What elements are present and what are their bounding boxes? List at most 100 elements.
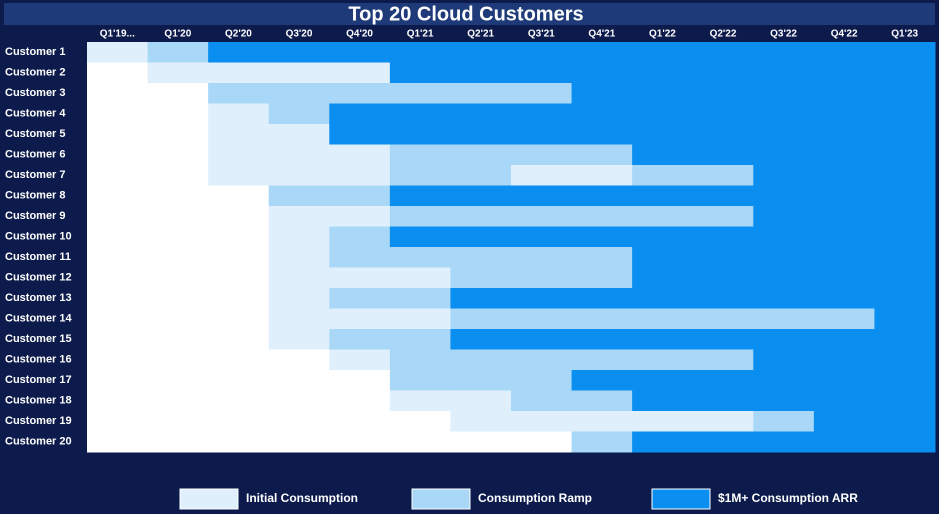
cell	[571, 103, 633, 125]
cell	[571, 267, 633, 289]
cell	[208, 165, 270, 186]
cell	[753, 185, 815, 207]
cell	[147, 390, 209, 412]
cell	[329, 124, 391, 145]
cell	[874, 267, 936, 289]
cell	[813, 349, 875, 371]
x-tick-label: Q3'21	[528, 29, 555, 40]
cell	[268, 390, 330, 412]
cell	[147, 431, 209, 453]
cell	[692, 103, 754, 125]
cell	[450, 226, 512, 248]
cell	[813, 144, 875, 166]
cell	[753, 247, 815, 268]
cell	[511, 431, 573, 453]
cell	[147, 206, 209, 227]
cell	[571, 431, 633, 453]
cell	[753, 370, 815, 391]
cell	[571, 144, 633, 166]
cell	[874, 390, 936, 412]
cell	[813, 206, 875, 227]
cell	[511, 124, 573, 145]
y-tick-label: Customer 6	[5, 149, 66, 161]
cell	[450, 206, 512, 227]
cell	[87, 42, 149, 63]
cell	[450, 144, 512, 166]
cell	[450, 308, 512, 330]
x-tick-label: Q1'23	[891, 29, 918, 40]
cell	[389, 206, 451, 227]
cell	[268, 370, 330, 391]
cell	[571, 308, 633, 330]
cell	[753, 83, 815, 104]
cell	[692, 349, 754, 371]
cell	[329, 83, 391, 104]
cell	[632, 124, 694, 145]
cell	[450, 349, 512, 371]
cell	[753, 431, 815, 453]
cell	[147, 370, 209, 391]
cell	[632, 308, 694, 330]
cell	[632, 165, 694, 186]
cell	[632, 62, 694, 84]
cell	[450, 370, 512, 391]
cell	[87, 308, 149, 330]
cell	[874, 349, 936, 371]
cell	[571, 165, 633, 186]
cell	[87, 329, 149, 350]
cell	[753, 206, 815, 227]
cell	[450, 329, 512, 350]
cell	[450, 267, 512, 289]
cell	[268, 329, 330, 350]
cell	[87, 103, 149, 125]
cell	[571, 226, 633, 248]
cell	[571, 288, 633, 309]
cell	[874, 185, 936, 207]
cell	[813, 267, 875, 289]
cell	[208, 267, 270, 289]
cell	[87, 165, 149, 186]
cell	[268, 83, 330, 104]
cell	[874, 411, 936, 432]
cell	[208, 411, 270, 432]
x-tick-label: Q1'19...	[100, 29, 135, 40]
cell	[511, 390, 573, 412]
cell	[147, 308, 209, 330]
cell	[874, 329, 936, 350]
cell	[208, 124, 270, 145]
cell	[813, 247, 875, 268]
cell	[147, 42, 209, 63]
y-tick-label: Customer 16	[5, 354, 72, 366]
cell	[208, 329, 270, 350]
cell	[147, 185, 209, 207]
cell	[208, 42, 270, 63]
y-tick-label: Customer 15	[5, 333, 72, 345]
cell	[268, 42, 330, 63]
cell	[813, 370, 875, 391]
cell	[208, 308, 270, 330]
cell	[692, 431, 754, 453]
y-tick-label: Customer 9	[5, 210, 66, 222]
cell	[147, 247, 209, 268]
cell	[87, 267, 149, 289]
cell	[753, 144, 815, 166]
y-tick-label: Customer 18	[5, 395, 72, 407]
cell	[813, 288, 875, 309]
cell	[389, 267, 451, 289]
cell	[389, 431, 451, 453]
cell	[329, 144, 391, 166]
cell	[208, 247, 270, 268]
x-tick-label: Q1'20	[164, 29, 191, 40]
y-tick-label: Customer 7	[5, 169, 66, 181]
cell	[450, 83, 512, 104]
cell	[389, 103, 451, 125]
cell	[632, 349, 694, 371]
cell	[753, 390, 815, 412]
cell	[389, 308, 451, 330]
cell	[692, 83, 754, 104]
y-tick-label: Customer 1	[5, 46, 66, 58]
cell	[632, 206, 694, 227]
cell	[874, 247, 936, 268]
cell	[208, 103, 270, 125]
